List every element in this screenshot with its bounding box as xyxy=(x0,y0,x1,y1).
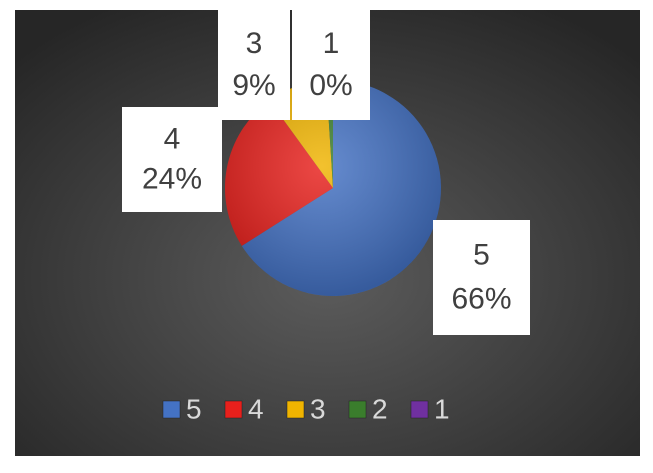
legend-label: 1 xyxy=(434,393,450,424)
legend-swatch xyxy=(162,400,181,419)
data-label-category: 4 xyxy=(164,123,181,156)
legend-label: 2 xyxy=(372,393,388,424)
data-label-box xyxy=(218,10,290,120)
data-label-box xyxy=(433,220,530,335)
data-label-value: 0% xyxy=(309,69,352,102)
data-label-box xyxy=(292,10,370,120)
legend-label: 3 xyxy=(310,393,326,424)
legend-swatch xyxy=(410,400,429,419)
data-label-value: 9% xyxy=(232,69,275,102)
legend-label: 5 xyxy=(186,393,202,424)
data-label-value: 66% xyxy=(451,282,511,315)
data-label-box xyxy=(122,107,222,212)
data-label-category: 1 xyxy=(323,27,340,60)
legend-label: 4 xyxy=(248,393,264,424)
data-label-category: 5 xyxy=(473,239,490,272)
legend-swatch xyxy=(286,400,305,419)
legend-swatch xyxy=(348,400,367,419)
legend-swatch xyxy=(224,400,243,419)
data-label-value: 24% xyxy=(142,162,202,195)
data-label-category: 3 xyxy=(246,27,263,60)
